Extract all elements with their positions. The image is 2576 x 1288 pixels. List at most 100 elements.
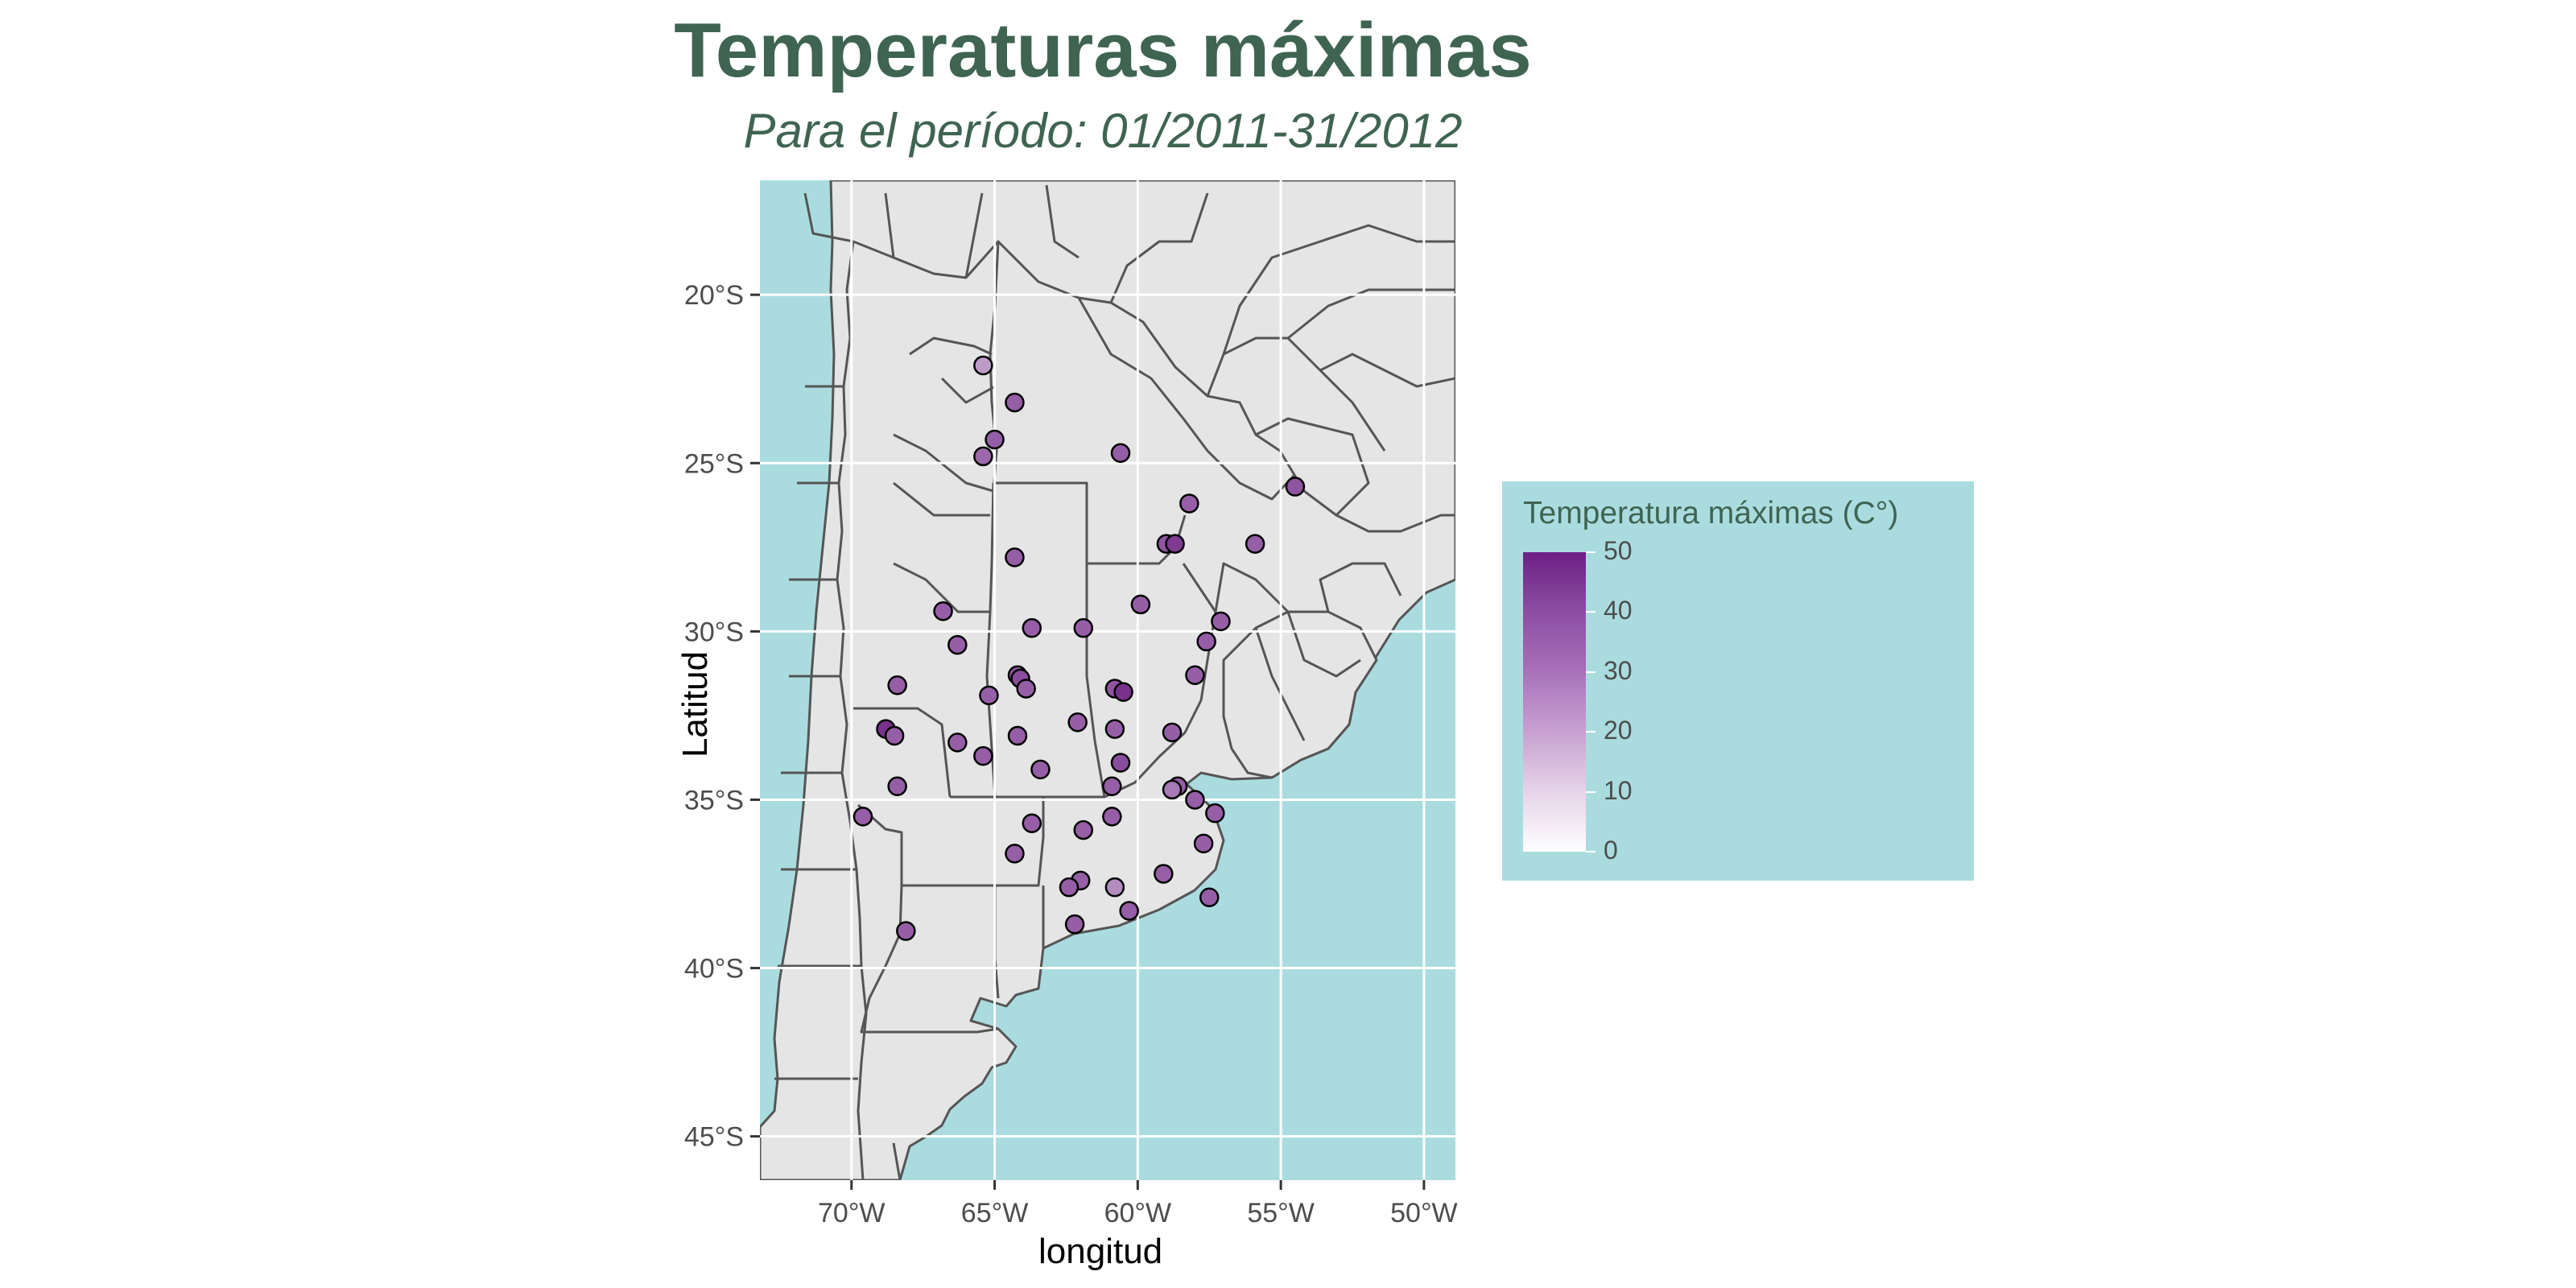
y-tick-label: 35°S — [684, 785, 744, 815]
legend-tick — [1586, 611, 1596, 613]
province-border — [857, 797, 1045, 887]
province-border — [893, 481, 990, 517]
legend-label: 40 — [1604, 596, 1633, 625]
region-border — [1255, 417, 1370, 517]
region-border — [964, 192, 984, 279]
station-marker — [1119, 901, 1139, 921]
station-marker — [1205, 803, 1225, 824]
station-marker — [1030, 759, 1051, 780]
legend-label: 0 — [1604, 836, 1618, 865]
province-border — [893, 433, 994, 493]
station-marker — [1073, 617, 1094, 638]
province-border — [909, 336, 993, 356]
station-marker — [1005, 392, 1025, 413]
province-border — [940, 377, 996, 404]
station-marker — [1285, 477, 1306, 497]
station-marker — [887, 675, 907, 696]
station-marker — [1179, 493, 1199, 514]
station-marker — [852, 807, 873, 827]
x-tick-label: 50°W — [1390, 1198, 1458, 1228]
map-subtitle: Para el período: 01/2011-31/2012 — [743, 104, 1463, 158]
station-marker — [979, 685, 999, 706]
station-marker — [1016, 679, 1036, 699]
x-axis: 70°W 65°W 60°W 55°W 50°W — [818, 1180, 1458, 1228]
legend-tick — [1586, 551, 1596, 553]
province-border — [860, 885, 999, 1034]
legend-tick — [1586, 791, 1596, 793]
station-marker — [973, 745, 993, 766]
station-marker — [1185, 790, 1205, 810]
station-marker — [1199, 887, 1220, 907]
station-marker — [1211, 611, 1231, 632]
station-marker — [887, 776, 907, 796]
station-marker — [1154, 864, 1174, 884]
region-border — [1319, 353, 1455, 388]
gridlines — [760, 180, 1455, 1180]
station-marker — [1102, 776, 1122, 796]
station-marker — [1130, 594, 1151, 615]
legend-tick — [1586, 851, 1596, 852]
station-marker — [985, 429, 1005, 450]
station-marker — [1007, 725, 1028, 746]
y-axis-title: Latitud — [675, 650, 716, 758]
station-marker — [1113, 682, 1133, 702]
x-tick-label: 70°W — [818, 1198, 886, 1228]
x-tick-label: 65°W — [961, 1198, 1029, 1228]
station-marker — [933, 601, 953, 621]
station-marker — [1196, 631, 1216, 652]
station-marker — [1193, 833, 1214, 854]
station-marker — [1067, 712, 1088, 733]
legend-tick — [1586, 731, 1596, 733]
station-marker — [1162, 722, 1183, 743]
station-markers — [852, 355, 1306, 941]
y-tick-label: 30°S — [684, 617, 744, 647]
station-marker — [1162, 779, 1183, 800]
y-tick-label: 40°S — [684, 954, 744, 985]
station-marker — [1165, 534, 1185, 554]
station-marker — [973, 355, 993, 376]
station-marker — [1104, 877, 1125, 898]
province-border — [892, 1142, 902, 1180]
station-marker — [947, 634, 968, 655]
y-axis: 20°S 25°S 30°S 35°S 40°S 45°S — [684, 280, 760, 1153]
y-tick-label: 20°S — [684, 280, 744, 311]
legend-label: 10 — [1604, 775, 1633, 805]
station-marker — [1102, 807, 1122, 827]
legend-label: 30 — [1604, 655, 1633, 685]
province-border — [853, 707, 952, 798]
argentina-north-border — [852, 240, 1306, 492]
region-border — [1222, 224, 1455, 355]
station-marker — [1059, 877, 1080, 898]
y-tick-label: 25°S — [684, 448, 744, 479]
x-axis-title: longitud — [1038, 1232, 1163, 1271]
region-border — [1045, 184, 1080, 259]
station-marker — [1073, 819, 1094, 840]
legend-color-bar — [1523, 552, 1586, 852]
legend: Temperatura máximas (C°) 50 40 30 20 10 0 — [1502, 481, 1974, 881]
legend-tick — [1586, 671, 1596, 673]
map-title: Temperaturas máximas — [674, 7, 1532, 93]
region-border — [1109, 192, 1209, 303]
station-marker — [884, 725, 905, 746]
legend-title: Temperatura máximas (C°) — [1523, 496, 1899, 530]
station-marker — [947, 733, 968, 753]
region-border — [1287, 288, 1455, 340]
y-tick-label: 45°S — [684, 1122, 744, 1153]
station-marker — [1104, 719, 1125, 739]
region-border — [884, 192, 895, 258]
station-marker — [1022, 617, 1042, 638]
region-border — [803, 192, 854, 243]
x-tick-label: 60°W — [1104, 1198, 1172, 1228]
province-border — [1087, 514, 1187, 565]
station-marker — [1005, 844, 1025, 864]
province-border — [985, 482, 997, 798]
station-marker — [973, 446, 993, 467]
region-border — [1319, 562, 1402, 613]
region-border — [1214, 562, 1290, 613]
province-border — [893, 562, 990, 613]
region-border — [1303, 489, 1455, 533]
station-marker — [896, 921, 916, 941]
x-tick-label: 55°W — [1247, 1198, 1315, 1228]
legend-label: 50 — [1604, 536, 1633, 565]
